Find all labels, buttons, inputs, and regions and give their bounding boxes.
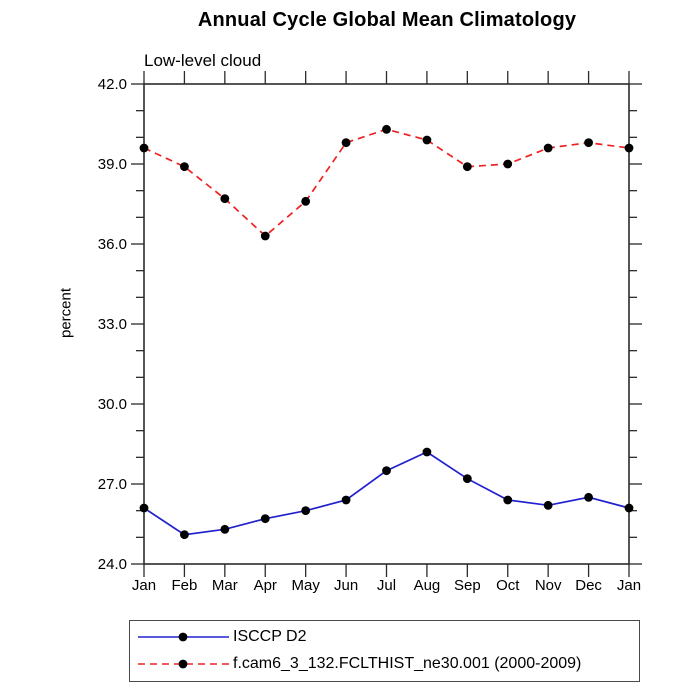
data-point <box>382 466 391 476</box>
x-tick-label: Aug <box>414 577 441 594</box>
x-tick-label: Jun <box>334 577 358 594</box>
data-point <box>301 196 311 206</box>
data-point <box>341 138 351 148</box>
x-tick-label: Dec <box>575 577 602 594</box>
y-tick-label: 24.0 <box>98 556 127 573</box>
data-point <box>422 447 432 457</box>
x-tick-label: May <box>291 577 320 594</box>
x-tick-label: Jan <box>617 577 641 594</box>
data-point <box>180 162 189 172</box>
legend-item-isccp: ISCCP D2 <box>136 624 639 650</box>
data-point <box>382 124 391 134</box>
axes: 24.0 27.0 30.0 33.0 36.0 39.0 42.0 Jan Feb Mar Apr… <box>98 71 642 594</box>
data-point <box>139 143 149 153</box>
x-tick-label: Jan <box>132 577 156 594</box>
data-point <box>543 500 553 510</box>
legend-label: f.cam6_3_132.FCLTHIST_ne30.001 (2000-200… <box>233 655 582 673</box>
data-point <box>503 159 513 169</box>
x-tick-label: Oct <box>496 577 520 594</box>
y-axis-label: percent <box>57 287 75 339</box>
data-point <box>584 138 593 148</box>
data-point <box>260 514 270 524</box>
legend-item-model: f.cam6_3_132.FCLTHIST_ne30.001 (2000-200… <box>136 651 639 677</box>
data-point <box>624 143 634 153</box>
x-tick-label: Apr <box>254 577 277 594</box>
legend-line-sample <box>138 659 229 669</box>
x-tick-label: Mar <box>212 577 238 594</box>
y-tick-label: 27.0 <box>98 476 127 493</box>
y-tick-label: 42.0 <box>98 76 127 93</box>
x-tick-label: Nov <box>535 577 562 594</box>
series-1 <box>139 124 634 241</box>
legend: ISCCP D2 f.cam6_3_132.FCLTHIST_ne30.001 … <box>129 620 640 682</box>
x-tick-label: Feb <box>171 577 197 594</box>
data-point <box>624 503 634 513</box>
y-tick-label: 36.0 <box>98 236 127 253</box>
y-tick-label: 33.0 <box>98 316 127 333</box>
data-point <box>341 495 351 505</box>
y-tick-label: 39.0 <box>98 156 127 173</box>
data-point <box>462 474 472 484</box>
legend-line-sample <box>138 632 229 642</box>
x-tick-label: Sep <box>454 577 481 594</box>
data-point <box>139 503 149 513</box>
data-point <box>180 530 189 540</box>
data-point <box>422 135 432 145</box>
data-point <box>462 162 472 172</box>
data-point <box>543 143 553 153</box>
series-0 <box>139 447 634 540</box>
data-point <box>220 524 230 534</box>
data-point <box>584 492 593 502</box>
x-tick-label: Jul <box>377 577 396 594</box>
data-point <box>301 506 311 516</box>
chart-subtitle: Low-level cloud <box>144 51 262 70</box>
y-tick-label: 30.0 <box>98 396 127 413</box>
data-point <box>260 231 270 241</box>
legend-label: ISCCP D2 <box>233 627 307 645</box>
data-point <box>503 495 513 505</box>
chart-title: Annual Cycle Global Mean Climatology <box>197 9 577 31</box>
data-point <box>220 194 230 204</box>
